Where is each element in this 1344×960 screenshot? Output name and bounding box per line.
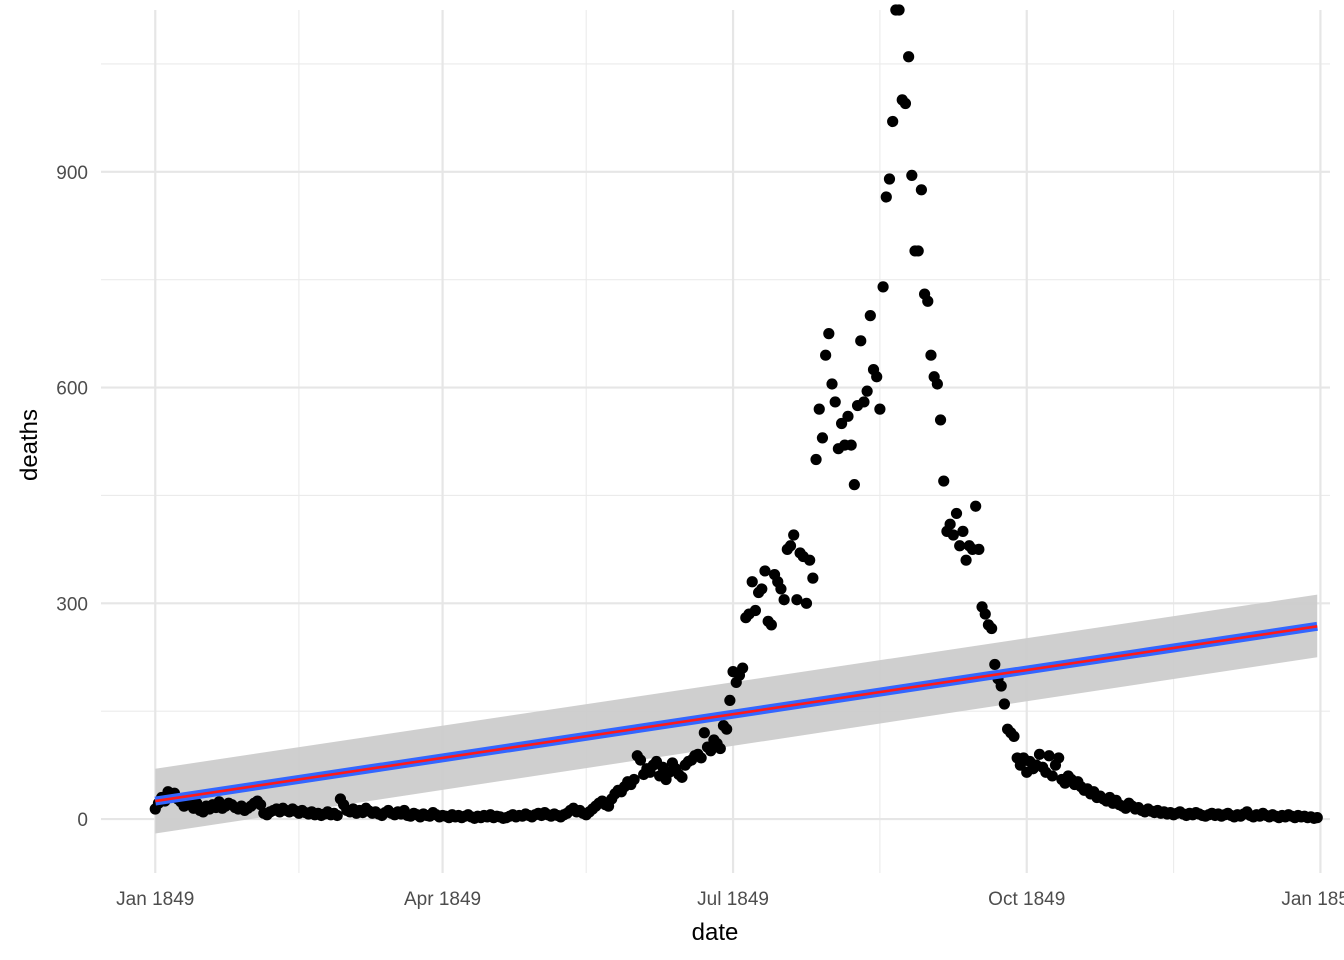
data-point — [995, 680, 1007, 692]
data-point — [634, 754, 647, 766]
data-point — [695, 752, 707, 764]
data-point — [925, 349, 937, 361]
data-point — [903, 51, 915, 63]
data-point — [970, 500, 982, 512]
data-point — [906, 169, 918, 182]
data-point — [858, 396, 870, 408]
data-point — [938, 475, 950, 487]
data-point — [698, 727, 710, 739]
data-point — [934, 414, 947, 426]
data-point — [816, 432, 829, 444]
data-point — [804, 554, 816, 566]
x-axis-title: date — [692, 919, 739, 946]
data-point — [947, 529, 959, 541]
data-point — [778, 594, 790, 606]
data-point — [813, 403, 825, 415]
fit-line-red — [155, 625, 1318, 803]
data-point — [874, 403, 886, 415]
data-point — [791, 594, 803, 606]
data-point — [829, 396, 841, 408]
data-point — [714, 742, 726, 755]
data-point — [887, 115, 899, 128]
data-point — [628, 773, 640, 786]
data-point — [989, 658, 1001, 671]
y-tick-label: 0 — [77, 810, 88, 831]
x-tick-label: Apr 1849 — [404, 889, 481, 910]
data-point — [823, 328, 835, 340]
data-point — [255, 799, 267, 811]
data-point — [979, 608, 991, 620]
data-point — [756, 583, 768, 595]
y-tick-label: 600 — [56, 379, 88, 400]
data-point — [826, 378, 838, 390]
data-point — [998, 698, 1010, 710]
data-point — [1033, 748, 1046, 760]
data-point — [705, 745, 717, 757]
data-point — [676, 771, 688, 783]
y-axis-tick-labels: 0 300 600 900 — [56, 163, 88, 831]
data-point — [759, 565, 771, 577]
data-point — [835, 417, 848, 430]
data-point — [721, 723, 733, 735]
data-point — [810, 453, 822, 466]
data-point — [1046, 770, 1058, 782]
data-point — [724, 694, 736, 707]
data-point — [1008, 730, 1020, 742]
data-point — [807, 572, 819, 584]
data-point — [957, 525, 969, 537]
fit-lines-layer — [154, 621, 1318, 806]
data-point — [944, 518, 956, 530]
data-point — [855, 335, 867, 347]
data-point — [784, 540, 797, 552]
data-point — [800, 597, 813, 609]
data-point — [775, 583, 787, 595]
y-tick-label: 300 — [56, 594, 88, 615]
data-point — [861, 385, 873, 397]
data-point — [1043, 750, 1055, 762]
data-point — [871, 371, 883, 383]
data-point — [746, 576, 758, 588]
data-point — [931, 378, 943, 390]
data-point — [922, 295, 934, 307]
data-point — [1311, 812, 1323, 824]
data-point — [986, 622, 998, 635]
data-point — [880, 191, 892, 203]
data-point — [788, 529, 800, 541]
data-point — [899, 97, 912, 110]
data-point — [915, 184, 927, 196]
data-point — [331, 809, 343, 822]
data-point — [950, 507, 963, 520]
data-point — [960, 554, 972, 566]
data-point — [737, 662, 749, 674]
data-point — [1053, 752, 1065, 764]
data-point — [749, 604, 762, 617]
data-point — [877, 281, 889, 293]
data-point — [842, 410, 854, 422]
x-tick-label: Jan 1849 — [116, 889, 194, 910]
data-point — [845, 439, 857, 451]
data-point — [820, 349, 832, 361]
data-point — [912, 245, 924, 257]
data-point — [973, 543, 985, 555]
data-point — [893, 4, 905, 16]
data-point — [765, 619, 777, 631]
data-point — [864, 310, 876, 322]
y-tick-label: 900 — [56, 163, 88, 184]
data-point — [848, 479, 860, 491]
data-point — [954, 540, 966, 552]
y-axis-title: deaths — [16, 409, 43, 481]
data-point — [883, 173, 896, 185]
x-tick-label: Oct 1849 — [988, 889, 1065, 910]
x-tick-label: Jul 1849 — [697, 889, 769, 910]
